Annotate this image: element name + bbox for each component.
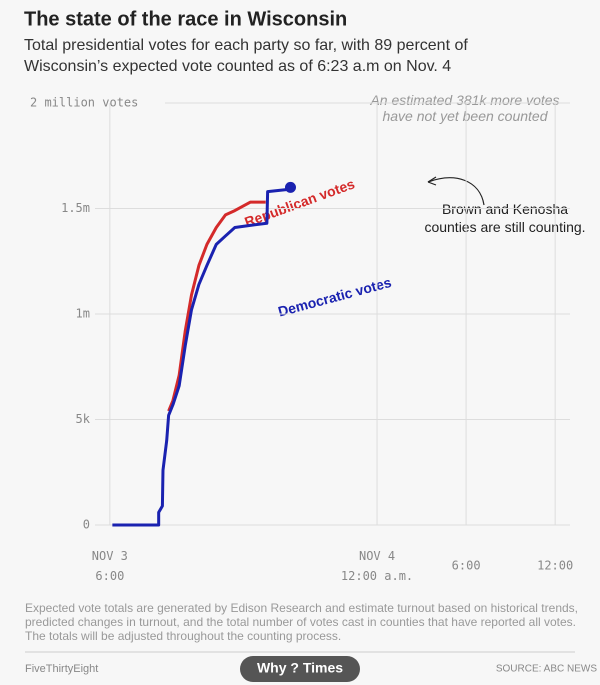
x-tick-label: 6:00 xyxy=(452,559,481,573)
watermark: Why ? Times xyxy=(257,660,343,676)
x-tick-label: 12:00 xyxy=(537,559,573,573)
y-tick-label: 5k xyxy=(76,412,91,426)
x-tick-label: NOV 3 6:00 xyxy=(92,549,128,583)
chart-subtitle: Total presidential votes for each party … xyxy=(24,37,468,75)
source: SOURCE: ABC NEWS xyxy=(496,664,597,675)
y-tick-label: 1.5m xyxy=(61,201,90,215)
grid xyxy=(95,102,570,526)
annotation: Brown and Kenosha counties are still coun… xyxy=(424,201,585,235)
y-tick-label: 1m xyxy=(76,307,90,321)
y-tick-label: 2 million votes xyxy=(30,96,138,110)
latest-point xyxy=(284,181,296,193)
arrow-head xyxy=(427,176,437,186)
series-line xyxy=(112,186,292,527)
credit: FiveThirtyEight xyxy=(25,663,98,675)
watermark-badge xyxy=(240,656,360,682)
annotation: An estimated 381k more votes have not yet… xyxy=(369,92,559,124)
y-tick-label: 0 xyxy=(83,518,90,532)
chart-title: The state of the race in Wisconsin xyxy=(24,8,347,30)
x-tick-label: NOV 4 12:00 a.m. xyxy=(341,549,413,583)
series-line xyxy=(167,200,266,412)
annotation-arrow xyxy=(427,177,485,206)
footnote: Expected vote totals are generated by Ed… xyxy=(25,601,578,643)
series-label: Democratic votes xyxy=(276,274,393,320)
